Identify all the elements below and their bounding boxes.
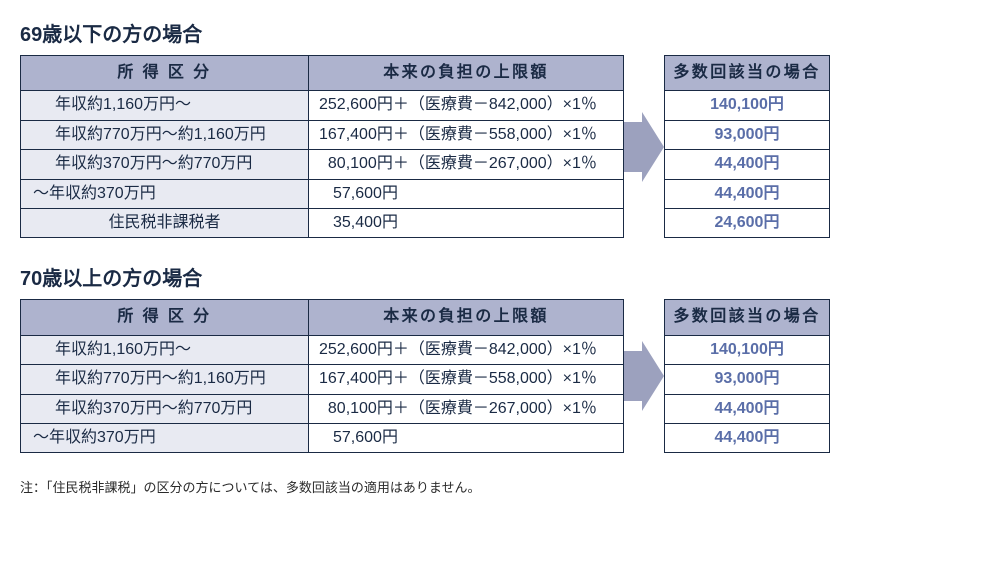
table-row: 44,400円 xyxy=(665,394,830,423)
cell-multi: 44,400円 xyxy=(665,394,830,423)
table-row: 〜年収約370万円57,600円 xyxy=(21,179,624,208)
cell-multi: 24,600円 xyxy=(665,208,830,237)
cell-cap: 252,600円＋（医療費－842,000）×1％ xyxy=(309,335,624,364)
section-title: 70歳以上の方の場合 xyxy=(20,262,980,291)
table-row: 44,400円 xyxy=(665,150,830,179)
cell-cap: 80,100円＋（医療費－267,000）×1％ xyxy=(309,394,624,423)
tables-row: 所 得 区 分本来の負担の上限額年収約1,160万円〜252,600円＋（医療費… xyxy=(20,55,980,238)
table-row: 93,000円 xyxy=(665,120,830,149)
cell-income: 年収約370万円〜約770万円 xyxy=(21,394,309,423)
main-table: 所 得 区 分本来の負担の上限額年収約1,160万円〜252,600円＋（医療費… xyxy=(20,55,624,238)
arrow-container xyxy=(624,55,664,238)
cell-income: 住民税非課税者 xyxy=(21,208,309,237)
cell-cap: 35,400円 xyxy=(309,208,624,237)
table-row: 140,100円 xyxy=(665,91,830,120)
header-cap: 本来の負担の上限額 xyxy=(309,300,624,335)
cell-multi: 44,400円 xyxy=(665,179,830,208)
table-row: 44,400円 xyxy=(665,423,830,452)
table-row: 24,600円 xyxy=(665,208,830,237)
table-row: 〜年収約370万円57,600円 xyxy=(21,423,624,452)
table-row: 年収約370万円〜約770万円 80,100円＋（医療費－267,000）×1％ xyxy=(21,150,624,179)
cell-cap: 80,100円＋（医療費－267,000）×1％ xyxy=(309,150,624,179)
cell-cap: 167,400円＋（医療費－558,000）×1％ xyxy=(309,120,624,149)
header-multi: 多数回該当の場合 xyxy=(665,56,830,91)
cell-income: 〜年収約370万円 xyxy=(21,179,309,208)
table-row: 年収約770万円〜約1,160万円167,400円＋（医療費－558,000）×… xyxy=(21,365,624,394)
header-multi: 多数回該当の場合 xyxy=(665,300,830,335)
cell-income: 年収約770万円〜約1,160万円 xyxy=(21,120,309,149)
cell-cap: 57,600円 xyxy=(309,423,624,452)
table-row: 140,100円 xyxy=(665,335,830,364)
cell-cap: 167,400円＋（医療費－558,000）×1％ xyxy=(309,365,624,394)
header-income: 所 得 区 分 xyxy=(21,300,309,335)
cell-multi: 93,000円 xyxy=(665,120,830,149)
table-row: 年収約1,160万円〜252,600円＋（医療費－842,000）×1％ xyxy=(21,335,624,364)
section-1: 70歳以上の方の場合所 得 区 分本来の負担の上限額年収約1,160万円〜252… xyxy=(20,262,980,453)
arrow-container xyxy=(624,299,664,453)
cell-income: 〜年収約370万円 xyxy=(21,423,309,452)
cell-income: 年収約370万円〜約770万円 xyxy=(21,150,309,179)
multi-table: 多数回該当の場合140,100円93,000円44,400円44,400円24,… xyxy=(664,55,830,238)
tables-row: 所 得 区 分本来の負担の上限額年収約1,160万円〜252,600円＋（医療費… xyxy=(20,299,980,453)
cell-multi: 44,400円 xyxy=(665,423,830,452)
table-row: 93,000円 xyxy=(665,365,830,394)
table-row: 年収約370万円〜約770万円 80,100円＋（医療費－267,000）×1％ xyxy=(21,394,624,423)
footnote: 注：「住民税非課税」の区分の方については、多数回該当の適用はありません。 xyxy=(20,477,980,496)
cell-multi: 93,000円 xyxy=(665,365,830,394)
cell-income: 年収約1,160万円〜 xyxy=(21,335,309,364)
cell-multi: 140,100円 xyxy=(665,335,830,364)
cell-income: 年収約1,160万円〜 xyxy=(21,91,309,120)
cell-cap: 252,600円＋（医療費－842,000）×1％ xyxy=(309,91,624,120)
table-row: 年収約1,160万円〜252,600円＋（医療費－842,000）×1％ xyxy=(21,91,624,120)
multi-table: 多数回該当の場合140,100円93,000円44,400円44,400円 xyxy=(664,299,830,453)
cell-multi: 140,100円 xyxy=(665,91,830,120)
main-table: 所 得 区 分本来の負担の上限額年収約1,160万円〜252,600円＋（医療費… xyxy=(20,299,624,453)
section-0: 69歳以下の方の場合所 得 区 分本来の負担の上限額年収約1,160万円〜252… xyxy=(20,18,980,238)
table-row: 年収約770万円〜約1,160万円167,400円＋（医療費－558,000）×… xyxy=(21,120,624,149)
arrow-right-icon xyxy=(624,341,664,411)
table-row: 住民税非課税者35,400円 xyxy=(21,208,624,237)
cell-cap: 57,600円 xyxy=(309,179,624,208)
header-cap: 本来の負担の上限額 xyxy=(309,56,624,91)
arrow-right-icon xyxy=(624,112,664,182)
section-title: 69歳以下の方の場合 xyxy=(20,18,980,47)
table-row: 44,400円 xyxy=(665,179,830,208)
header-income: 所 得 区 分 xyxy=(21,56,309,91)
cell-multi: 44,400円 xyxy=(665,150,830,179)
cell-income: 年収約770万円〜約1,160万円 xyxy=(21,365,309,394)
